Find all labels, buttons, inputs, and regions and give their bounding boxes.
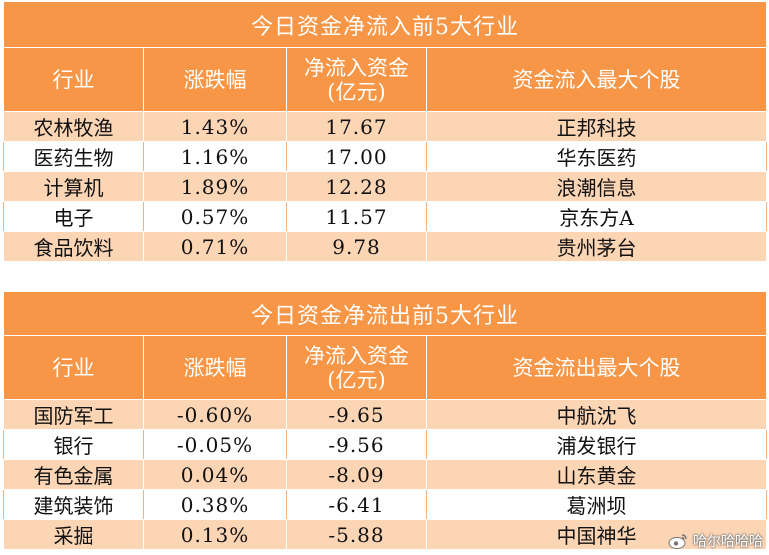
net-flow-cell: 17.00 [286, 141, 427, 172]
column-header-net-inflow-line1: 净流入资金 [304, 55, 409, 80]
top-stock-cell: 浪潮信息 [426, 171, 767, 202]
outflow-table-title: 今日资金净流出前5大行业 [3, 291, 767, 336]
top-stock-cell: 葛洲坝 [426, 489, 767, 520]
net-flow-cell: 12.28 [286, 171, 427, 202]
change-cell: 1.43% [143, 111, 287, 142]
net-flow-cell: 9.78 [286, 231, 427, 262]
change-cell: 0.57% [143, 201, 287, 232]
change-cell: 0.71% [143, 231, 287, 262]
industry-cell: 计算机 [3, 171, 144, 202]
table-row: 计算机 1.89% 12.28 浪潮信息 [3, 171, 767, 202]
table-row: 建筑装饰 0.38% -6.41 葛洲坝 [3, 489, 767, 520]
industry-cell: 建筑装饰 [3, 489, 144, 520]
column-header-net-inflow: 净流入资金 (亿元) [286, 47, 427, 112]
industry-cell: 医药生物 [3, 141, 144, 172]
table-row: 医药生物 1.16% 17.00 华东医药 [3, 141, 767, 172]
table-row: 农林牧渔 1.43% 17.67 正邦科技 [3, 111, 767, 142]
industry-cell: 食品饮料 [3, 231, 144, 262]
top-stock-cell: 山东黄金 [426, 459, 767, 490]
table-row: 国防军工 -0.60% -9.65 中航沈飞 [3, 399, 767, 430]
outflow-table: 今日资金净流出前5大行业 行业 涨跌幅 净流入资金 (亿元) 资金流出最大个股 … [3, 291, 767, 550]
column-header-top-stock: 资金流出最大个股 [426, 335, 767, 400]
column-header-change: 涨跌幅 [143, 47, 287, 112]
industry-cell: 银行 [3, 429, 144, 460]
industry-cell: 农林牧渔 [3, 111, 144, 142]
change-cell: 0.38% [143, 489, 287, 520]
weibo-logo-icon [668, 533, 688, 549]
inflow-table: 今日资金净流入前5大行业 行业 涨跌幅 净流入资金 (亿元) 资金流入最大个股 … [3, 1, 767, 262]
industry-cell: 采掘 [3, 519, 144, 550]
table-row: 电子 0.57% 11.57 京东方A [3, 201, 767, 232]
column-header-industry: 行业 [3, 47, 144, 112]
net-flow-cell: -6.41 [286, 489, 427, 520]
net-flow-cell: -8.09 [286, 459, 427, 490]
industry-cell: 有色金属 [3, 459, 144, 490]
table-row: 有色金属 0.04% -8.09 山东黄金 [3, 459, 767, 490]
industry-cell: 电子 [3, 201, 144, 232]
industry-cell: 国防军工 [3, 399, 144, 430]
net-flow-cell: 17.67 [286, 111, 427, 142]
top-stock-cell: 浦发银行 [426, 429, 767, 460]
net-flow-cell: -9.56 [286, 429, 427, 460]
watermark-text: 哈尔哈哈哈 [693, 534, 763, 550]
column-header-net-inflow: 净流入资金 (亿元) [286, 335, 427, 400]
table-row: 采掘 0.13% -5.88 中国神华 [3, 519, 767, 550]
watermark: 哈尔哈哈哈 [668, 531, 763, 551]
table-row: 食品饮料 0.71% 9.78 贵州茅台 [3, 231, 767, 262]
inflow-table-title: 今日资金净流入前5大行业 [3, 1, 767, 48]
top-stock-cell: 京东方A [426, 201, 767, 232]
change-cell: 0.04% [143, 459, 287, 490]
column-header-top-stock: 资金流入最大个股 [426, 47, 767, 112]
column-header-net-inflow-unit: (亿元) [327, 367, 386, 392]
change-cell: -0.60% [143, 399, 287, 430]
column-header-change: 涨跌幅 [143, 335, 287, 400]
change-cell: -0.05% [143, 429, 287, 460]
table-row: 银行 -0.05% -9.56 浦发银行 [3, 429, 767, 460]
column-header-industry: 行业 [3, 335, 144, 400]
change-cell: 0.13% [143, 519, 287, 550]
net-flow-cell: -5.88 [286, 519, 427, 550]
change-cell: 1.89% [143, 171, 287, 202]
net-flow-cell: -9.65 [286, 399, 427, 430]
change-cell: 1.16% [143, 141, 287, 172]
column-header-net-inflow-unit: (亿元) [327, 79, 386, 104]
top-stock-cell: 中国神华 [426, 519, 767, 550]
top-stock-cell: 正邦科技 [426, 111, 767, 142]
top-stock-cell: 华东医药 [426, 141, 767, 172]
column-header-net-inflow-line1: 净流入资金 [304, 343, 409, 368]
net-flow-cell: 11.57 [286, 201, 427, 232]
top-stock-cell: 中航沈飞 [426, 399, 767, 430]
top-stock-cell: 贵州茅台 [426, 231, 767, 262]
